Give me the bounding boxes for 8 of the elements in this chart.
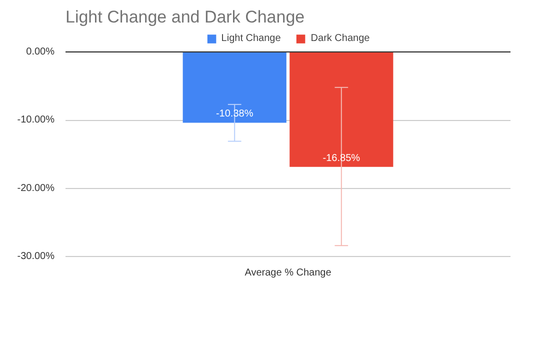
x-tick-label: Average % Change xyxy=(244,268,332,278)
y-tick-label: -10.00% xyxy=(17,114,55,126)
y-tick-label: -30.00% xyxy=(17,251,55,262)
chart-title: Light Change and Dark Change xyxy=(66,8,305,26)
legend-label: Dark Change xyxy=(310,33,370,44)
y-tick-label: -20.00% xyxy=(17,182,55,194)
y-tick-label: 0.00% xyxy=(26,46,55,58)
legend-label: Light Change xyxy=(221,33,281,44)
